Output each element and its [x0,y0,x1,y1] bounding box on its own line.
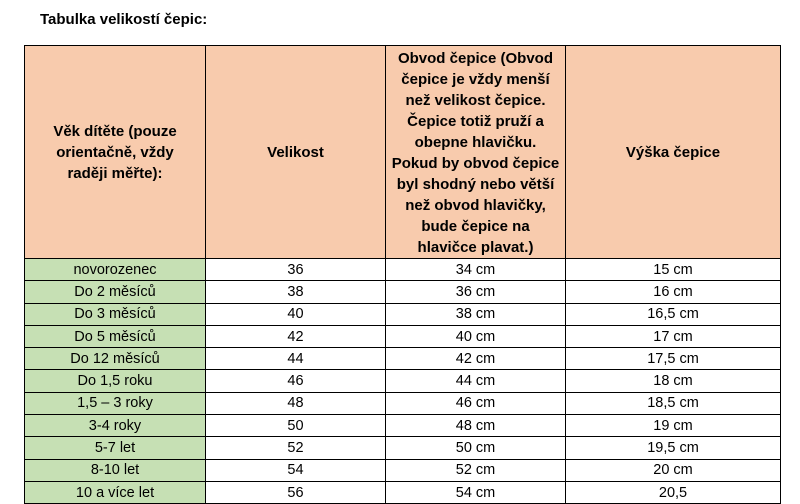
table-row: Do 12 měsíců 44 42 cm 17,5 cm [24,347,781,371]
header-age: Věk dítěte (pouze orientačně, vždy raděj… [24,45,206,259]
size-cell: 42 [205,324,386,349]
size-cell: 36 [205,257,386,282]
circumference-cell: 48 cm [385,414,566,438]
size-cell: 48 [205,391,386,416]
circumference-cell: 36 cm [385,280,566,304]
header-row: Věk dítěte (pouze orientačně, vždy raděj… [24,45,781,259]
height-cell: 17,5 cm [565,347,781,371]
age-cell: novorozenec [24,257,206,282]
header-size: Velikost [205,45,386,259]
size-cell: 44 [205,347,386,371]
circumference-cell: 44 cm [385,369,566,393]
table-row: Do 1,5 roku 46 44 cm 18 cm [24,369,781,393]
table-row: 3-4 roky 50 48 cm 19 cm [24,414,781,438]
table-row: 5-7 let 52 50 cm 19,5 cm [24,436,781,460]
circumference-cell: 40 cm [385,324,566,349]
age-cell: 3-4 roky [24,414,206,438]
age-cell: Do 1,5 roku [24,369,206,393]
height-cell: 18,5 cm [565,391,781,416]
height-cell: 16 cm [565,280,781,304]
height-cell: 17 cm [565,324,781,349]
age-cell: 10 a více let [24,480,206,504]
size-cell: 38 [205,280,386,304]
circumference-cell: 42 cm [385,347,566,371]
size-cell: 40 [205,302,386,326]
size-cell: 50 [205,414,386,438]
circumference-cell: 50 cm [385,436,566,460]
table-row: 1,5 – 3 roky 48 46 cm 18,5 cm [24,391,781,416]
circumference-cell: 46 cm [385,391,566,416]
header-height: Výška čepice [565,45,781,259]
table-row: Do 2 měsíců 38 36 cm 16 cm [24,280,781,304]
table-row: Do 5 měsíců 42 40 cm 17 cm [24,324,781,349]
age-cell: Do 3 měsíců [24,302,206,326]
circumference-cell: 38 cm [385,302,566,326]
table-row: 10 a více let 56 54 cm 20,5 [24,480,781,504]
page-title: Tabulka velikostí čepic: [40,11,208,28]
height-cell: 19,5 cm [565,436,781,460]
circumference-cell: 54 cm [385,480,566,504]
height-cell: 18 cm [565,369,781,393]
cap-size-table: Věk dítěte (pouze orientačně, vždy raděj… [24,45,781,504]
table-row: Do 3 měsíců 40 38 cm 16,5 cm [24,302,781,326]
circumference-cell: 34 cm [385,257,566,282]
header-circumference-title: Obvod čepice [397,50,497,67]
height-cell: 19 cm [565,414,781,438]
table-row: novorozenec 36 34 cm 15 cm [24,257,781,282]
age-cell: Do 12 měsíců [24,347,206,371]
age-cell: 1,5 – 3 roky [24,391,206,416]
height-cell: 20,5 [565,480,781,504]
size-cell: 56 [205,480,386,504]
age-cell: Do 5 měsíců [24,324,206,349]
age-cell: 5-7 let [24,436,206,460]
age-cell: Do 2 měsíců [24,280,206,304]
size-cell: 52 [205,436,386,460]
size-cell: 46 [205,369,386,393]
header-circumference: Obvod čepice (Obvod čepice je vždy menší… [385,45,566,259]
height-cell: 16,5 cm [565,302,781,326]
header-circumference-note: (Obvod čepice je vždy menší než velikost… [391,50,560,256]
height-cell: 15 cm [565,257,781,282]
